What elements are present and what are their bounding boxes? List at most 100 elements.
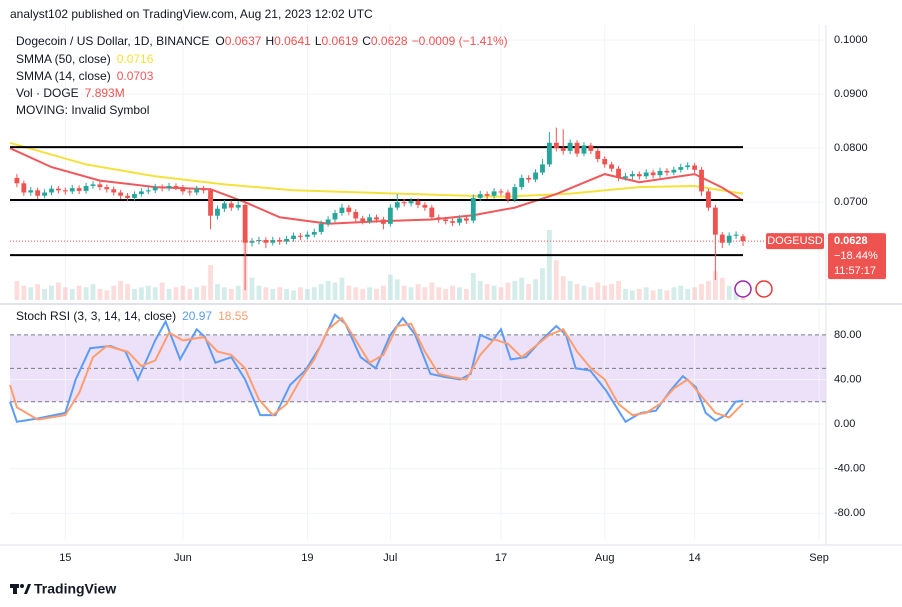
indicator-line	[9, 147, 744, 225]
y-tick-label: 0.00	[834, 418, 855, 430]
candle-body	[540, 164, 545, 173]
volume-value: 7.893M	[85, 86, 125, 100]
candle-body	[346, 207, 352, 212]
volume-bar	[678, 285, 684, 300]
candle-body	[228, 203, 234, 208]
volume-bar	[636, 288, 642, 300]
candle-body	[623, 176, 628, 178]
change-value: −0.0009 (−1.41%)	[412, 34, 508, 48]
volume-bar	[643, 287, 649, 300]
candle-body	[387, 207, 393, 224]
volume-bar	[574, 284, 580, 300]
candle-body	[187, 191, 193, 193]
x-tick-label: Aug	[595, 552, 615, 564]
symbol-tag	[766, 233, 824, 250]
candle-body	[657, 170, 663, 176]
candle-body	[97, 184, 103, 188]
volume-bar	[588, 287, 594, 300]
candle-body	[457, 218, 462, 223]
volume-bar	[215, 284, 220, 300]
volume-bar	[498, 287, 504, 300]
volume-bar	[422, 287, 428, 300]
volume-bar	[650, 290, 656, 300]
volume-bar	[263, 287, 269, 300]
volume-bar	[692, 287, 698, 300]
volume-bar	[553, 260, 559, 300]
y-tick-label: 0.0700	[834, 196, 868, 208]
candle-body	[221, 203, 227, 209]
candle-body	[546, 142, 552, 165]
candle-body	[311, 231, 317, 235]
ohlc-value: 0.0637	[225, 34, 262, 48]
volume-bar	[270, 288, 276, 300]
candle-body	[298, 235, 303, 237]
x-tick-label: 19	[301, 552, 313, 564]
candle-body	[304, 234, 310, 237]
candle-body	[28, 190, 34, 193]
volume-bar	[166, 288, 172, 300]
volume-bar	[111, 285, 117, 300]
candle-body	[595, 150, 601, 159]
volume-bar	[533, 279, 538, 300]
candle-body	[256, 240, 262, 242]
volume-bar	[443, 288, 449, 300]
candle-body	[132, 194, 137, 198]
volume-bar	[76, 285, 82, 300]
candle-body	[574, 142, 580, 154]
volume-bar	[298, 287, 303, 300]
legend-value: 0.0703	[117, 69, 154, 83]
volume-bar	[408, 287, 414, 300]
volume-bar	[208, 265, 213, 300]
candle-body	[325, 219, 331, 224]
candle-body	[152, 187, 158, 191]
volume-bar	[201, 285, 207, 300]
candle-body	[291, 235, 296, 239]
event-icon[interactable]	[734, 280, 752, 298]
volume-bar	[477, 280, 483, 300]
candle-body	[450, 221, 455, 223]
volume-bar	[526, 284, 532, 300]
candle-body	[484, 194, 490, 196]
ohlc-value: 0.0641	[274, 34, 311, 48]
volume-bar	[21, 285, 27, 300]
volume-bar	[567, 280, 573, 300]
candle-body	[408, 201, 414, 204]
volume-bar	[616, 280, 621, 300]
candle-body	[526, 177, 532, 180]
volume-bar	[726, 285, 732, 300]
legend-row: Stoch RSI (3, 3, 14, 14, close) 20.97 18.5…	[16, 309, 248, 323]
volume-bar	[401, 285, 407, 300]
candle-body	[429, 207, 435, 218]
candle-body	[553, 142, 559, 149]
volume-bar	[35, 284, 41, 300]
candle-body	[49, 188, 54, 193]
candle-body	[332, 213, 338, 220]
candle-body	[401, 202, 407, 204]
volume-bar	[90, 284, 96, 300]
candle-body	[671, 169, 677, 173]
volume-bar	[228, 288, 234, 300]
candle-body	[512, 187, 518, 200]
volume-bar	[381, 285, 386, 300]
candle-body	[270, 240, 276, 243]
volume-bar	[629, 290, 635, 300]
ohlc-label: C	[362, 34, 371, 48]
candle-body	[381, 219, 386, 224]
flag-icon[interactable]	[755, 280, 773, 298]
candle-body	[21, 183, 27, 193]
volume-bar	[42, 288, 47, 300]
candle-body	[505, 192, 511, 200]
volume-bar	[484, 284, 490, 300]
candle-body	[692, 165, 698, 170]
volume-bar	[187, 288, 193, 300]
volume-bar	[657, 288, 663, 300]
volume-bar	[387, 274, 393, 300]
volume-bar	[463, 288, 469, 300]
legend-title: Stoch RSI (3, 3, 14, 14, close)	[16, 309, 176, 323]
candle-body	[719, 234, 725, 243]
candle-body	[609, 164, 615, 169]
candle-body	[498, 191, 504, 193]
volume-bar	[173, 287, 179, 300]
candle-body	[208, 190, 213, 216]
legend-name: SMMA (50, close)	[16, 52, 111, 66]
